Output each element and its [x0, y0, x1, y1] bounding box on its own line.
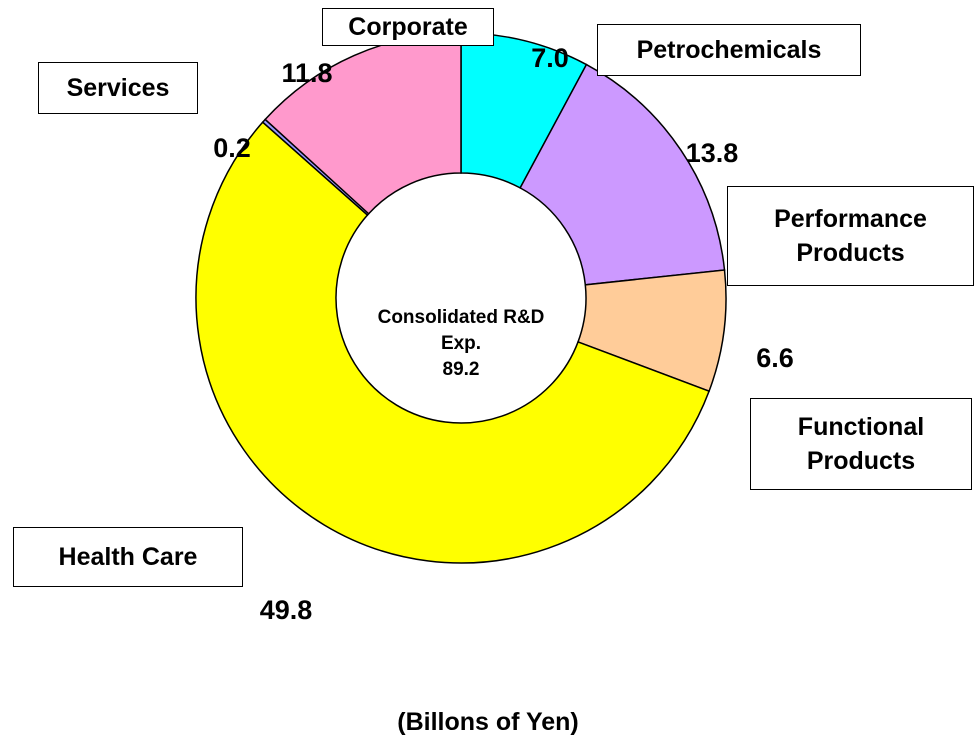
donut-slice — [195, 121, 711, 564]
value-label: 11.8 — [281, 58, 332, 88]
center-total: 89.2 — [442, 359, 480, 380]
category-label: Corporate — [322, 8, 494, 46]
footnote: (Billons of Yen) — [397, 708, 579, 736]
value-label: 13.8 — [686, 138, 739, 168]
category-label: Petrochemicals — [597, 24, 861, 76]
category-label: Services — [38, 62, 198, 114]
category-label: Performance Products — [727, 186, 974, 286]
category-label: Functional Products — [750, 398, 972, 490]
donut-slice — [519, 63, 726, 286]
value-label: 49.8 — [260, 595, 313, 625]
category-label: Health Care — [13, 527, 243, 587]
value-label: 7.0 — [531, 43, 569, 73]
center-label: Consolidated R&D Exp. 89.2 — [371, 305, 551, 383]
center-text: Consolidated R&D Exp. — [377, 307, 545, 354]
value-label: 6.6 — [756, 343, 794, 373]
value-label: 0.2 — [213, 133, 251, 163]
